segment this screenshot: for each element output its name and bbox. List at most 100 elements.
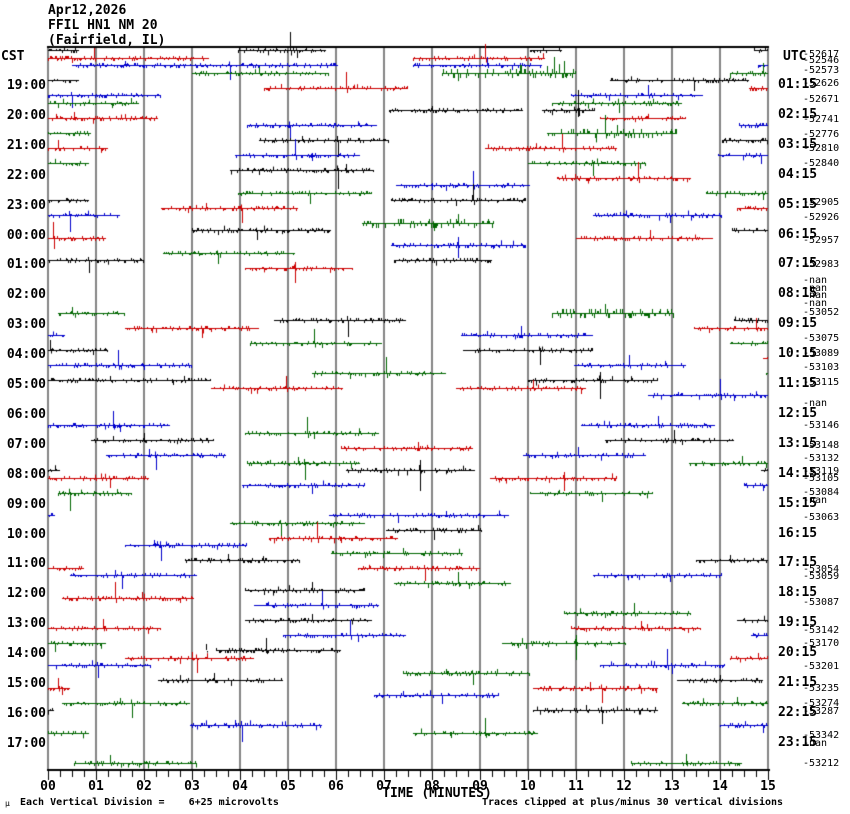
utc-hour-label: 19:15 [778,615,818,631]
trace-offset-value: -53084 [803,487,840,498]
trace-offset-value: -53212 [803,758,840,769]
trace-offset-value: -nan [803,738,828,749]
utc-hour-label: 23:15 [778,734,818,750]
cst-hour-label: 01:00 [6,257,46,273]
trace-offset-value: -nan [803,495,828,506]
cst-hour-label: 19:00 [6,78,46,93]
minute-tick-label: 03 [184,779,200,794]
trace-offset-value: -52840 [803,158,840,169]
trace-offset-value: -52573 [803,65,840,76]
trace-offset-value: -53063 [803,512,840,523]
utc-hour-label: 05:15 [778,196,818,212]
trace-offset-value: -53059 [803,571,840,582]
utc-hour-label: 14:15 [778,465,818,481]
cst-hour-label: 04:00 [6,347,46,363]
utc-hour-label: 10:15 [778,346,818,362]
trace-offset-value: -52776 [803,129,840,140]
trace-offset-value: -52983 [803,259,840,270]
cst-hour-label: 12:00 [6,586,46,602]
cst-hour-label: 13:00 [6,616,46,632]
cst-hour-label: 20:00 [6,107,46,123]
minute-tick-label: 08 [424,779,440,794]
trace-offset-value: -nan [803,290,828,301]
trace-offset-value: -53287 [803,706,840,717]
cst-hour-label: 17:00 [6,735,46,751]
utc-hour-label: 21:15 [778,675,818,690]
trace-offset-value: -53235 [803,683,840,694]
x-axis-title: TIME (MINUTES) [382,786,492,801]
trace-offset-value: -53142 [803,625,840,636]
clip-note: Traces clipped at plus/minus 30 vertical… [482,797,784,808]
trace-offset-value: -53087 [803,597,840,608]
trace-offset-value: -53146 [803,420,840,431]
minute-tick-label: 10 [520,779,536,794]
cst-hour-label: 02:00 [6,287,46,303]
utc-hour-label: 01:15 [778,77,818,92]
cst-hour-label: 14:00 [6,646,46,662]
utc-hour-label: 15:15 [778,495,818,511]
minute-tick-label: 15 [760,779,776,794]
minute-tick-label: 11 [568,779,584,794]
utc-hour-label: 06:15 [778,226,818,242]
division-note: Each Vertical Division = 6+25 microvolts [20,797,279,808]
cst-hour-label: 15:00 [6,676,46,691]
cst-hour-label: 09:00 [6,496,46,512]
trace-offset-value: -52905 [803,197,840,208]
trace-offset-value: -53054 [803,564,840,575]
minute-tick-label: 14 [712,779,728,794]
cst-hour-label: 16:00 [6,705,46,721]
minute-tick-label: 04 [232,779,248,794]
utc-hour-label: 12:15 [778,405,818,421]
cst-hour-label: 05:00 [6,377,46,392]
minute-tick-label: 02 [136,779,152,794]
cst-hour-label: 07:00 [6,436,46,452]
trace-offset-value: -nan [803,275,828,286]
trace-offset-value: -nan [803,298,828,309]
utc-hour-label: 07:15 [778,256,818,272]
trace-offset-value: -53132 [803,453,840,464]
trace-offset-value: -52546 [803,55,840,66]
utc-hour-label: 02:15 [778,106,818,122]
cst-hour-label: 23:00 [6,197,46,213]
minute-tick-label: 09 [472,779,488,794]
cst-hour-label: 22:00 [6,167,46,183]
minute-tick-label: 12 [616,779,632,794]
trace-offset-value: -53105 [803,473,840,484]
trace-offset-value: -53052 [803,307,840,318]
minute-tick-label: 01 [88,779,104,794]
minute-tick-label: 13 [664,779,680,794]
trace-offset-value: -53075 [803,333,840,344]
title-date: Apr12,2026 [48,3,127,18]
minute-tick-label: 07 [376,779,392,794]
trace-offset-value: -53119 [803,466,840,477]
cst-hour-label: 10:00 [6,526,46,542]
cst-hour-label: 03:00 [6,317,46,333]
cst-hour-label: 11:00 [6,556,46,572]
title-location: (Fairfield, IL) [48,33,166,48]
trace-offset-value: -53103 [803,362,840,373]
utc-hour-label: 16:15 [778,525,818,541]
cst-axis-label: CST [1,49,25,64]
utc-hour-label: 03:15 [778,136,818,152]
trace-offset-value: -52926 [803,212,840,223]
utc-hour-label: 04:15 [778,166,818,182]
trace-offset-value: -52957 [803,235,840,246]
trace-offset-value: -53342 [803,730,840,741]
utc-hour-label: 17:15 [778,555,818,571]
trace-offset-value: -53170 [803,638,840,649]
utc-hour-label: 20:15 [778,645,818,661]
title-station: FFIL HN1 NM 20 [48,18,158,33]
utc-hour-label: 18:15 [778,585,818,601]
trace-offset-value: -53201 [803,661,840,672]
trace-offset-value: -nan [803,398,828,409]
utc-hour-label: 11:15 [778,376,818,391]
utc-axis-label: UTC [783,49,807,64]
utc-hour-label: 13:15 [778,435,818,451]
utc-hour-label: 08:15 [778,286,818,302]
utc-hour-label: 22:15 [778,704,818,720]
cst-hour-label: 06:00 [6,406,46,422]
utc-hour-label: 09:15 [778,316,818,332]
minute-tick-label: 05 [280,779,296,794]
